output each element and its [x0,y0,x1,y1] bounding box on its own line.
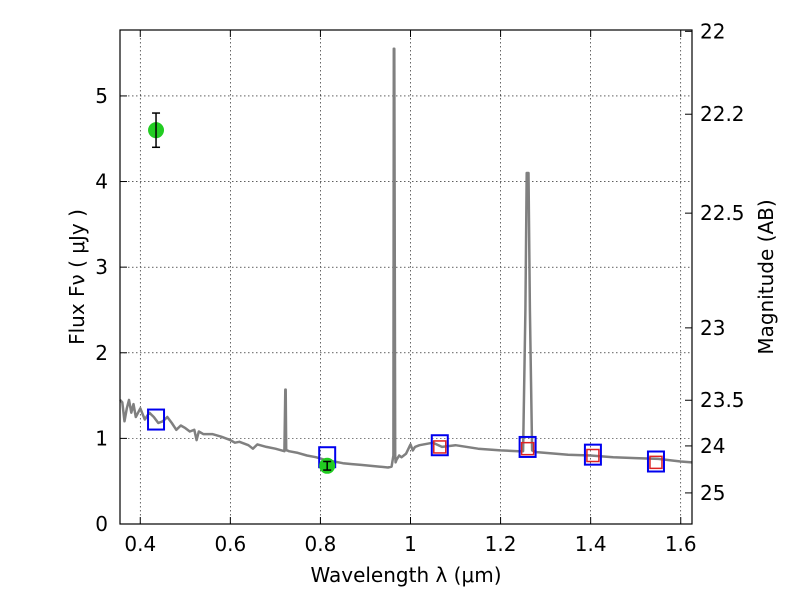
x-axis-label: Wavelength λ (μm) [310,563,501,587]
y-tick-label: 5 [95,84,108,108]
nir-photometry-box [433,440,447,454]
model-photometry-box [646,450,665,473]
nir-photometry-box [649,455,663,470]
y-tick-label: 4 [95,170,108,194]
x-tick-label: 1.6 [665,532,697,556]
y-right-tick-label: 22.2 [700,102,745,126]
y-right-tick-label: 24 [700,434,725,458]
x-tick-label: 0.8 [305,532,337,556]
x-tick-label: 1.2 [485,532,517,556]
y-tick-label: 1 [95,426,108,450]
x-tick-label: 1 [404,532,417,556]
y-right-tick-label: 22 [700,19,725,43]
plot-area [119,47,693,474]
nir-photometry-box [586,448,600,463]
grid-lines [120,30,692,525]
model-photometry-box [147,408,166,431]
y-tick-label: 2 [95,341,108,365]
plot-frame [119,29,693,525]
y-axis-right-label: Magnitude (AB) [754,199,778,354]
x-tick-label: 0.4 [124,532,156,556]
model-photometry-box [583,443,602,466]
nir-photometry-box [520,441,535,456]
y-right-tick-label: 25 [700,481,725,505]
y-right-tick-label: 23 [700,316,725,340]
y-tick-label: 0 [95,512,108,536]
model-photometry-box [518,435,537,458]
axis-ticks: 0.4 0.6 0.8 1 1.2 1.4 1.60123452222.222.52323.… [95,19,744,556]
y-right-tick-label: 23.5 [700,388,745,412]
y-tick-label: 3 [95,255,108,279]
model-photometry-box [430,434,449,457]
y-axis-label: Flux Fν ( μJy ) [65,209,89,345]
spectrum-line [119,47,693,469]
y-right-tick-label: 22.5 [700,201,745,225]
x-tick-label: 0.6 [214,532,246,556]
x-tick-label: 1.4 [575,532,607,556]
